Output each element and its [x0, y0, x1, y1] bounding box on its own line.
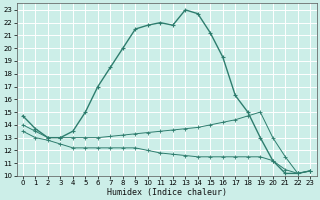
X-axis label: Humidex (Indice chaleur): Humidex (Indice chaleur) — [107, 188, 227, 197]
